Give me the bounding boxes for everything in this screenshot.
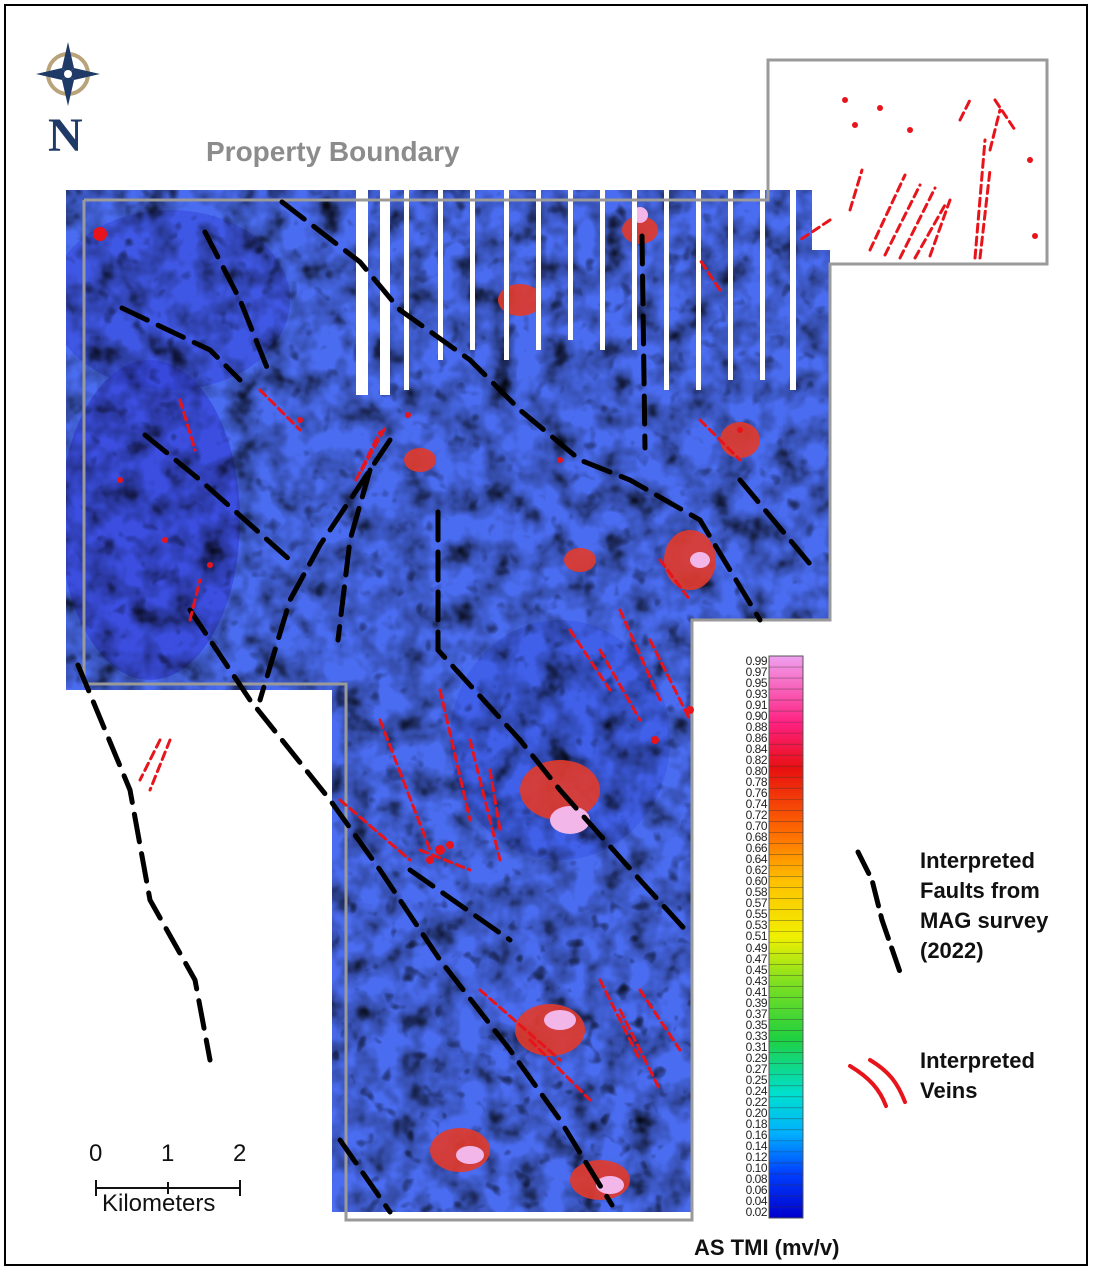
colorbar-tick-label: 0.53: [745, 918, 768, 933]
north-label: N: [48, 109, 83, 162]
vein-cluster: [848, 98, 1017, 260]
legend-vein-line: Veins: [920, 1078, 978, 1103]
colorbar-tick-label: 0.93: [745, 687, 768, 702]
legend-fault-label: Interpreted Faults from MAG survey (2022…: [920, 846, 1048, 966]
colorbar-tick-label: 0.27: [745, 1061, 768, 1076]
colorbar-tick-label: 0.08: [745, 1171, 768, 1186]
legend-vein-label: Interpreted Veins: [920, 1046, 1035, 1106]
fault-line: [202, 229, 273, 378]
fault-line: [279, 199, 763, 623]
colorbar-tick-label: 0.37: [745, 1006, 768, 1021]
colorbar-tick-label: 0.41: [745, 984, 768, 999]
colorbar-tick-label: 0.02: [745, 1204, 768, 1219]
colorbar-title: AS TMI (mv/v): [694, 1235, 840, 1260]
colorbar-tick-label: 0.90: [745, 709, 768, 724]
colorbar-tick-label: 0.12: [745, 1149, 768, 1164]
colorbar-tick-label: 0.78: [745, 775, 768, 790]
vein-legend-symbol: [848, 1058, 907, 1108]
colorbar-tick-label: 0.29: [745, 1050, 768, 1065]
colorbar-tick-label: 0.57: [745, 896, 768, 911]
fault-line: [407, 867, 513, 943]
colorbar-tick-label: 0.31: [745, 1039, 768, 1054]
legend-fault-line: Faults from: [920, 878, 1040, 903]
fault-line: [119, 305, 243, 383]
fault-line: [257, 437, 393, 703]
scale-tick-0: 0: [89, 1140, 103, 1167]
colorbar-tick-label: 0.60: [745, 874, 768, 889]
colorbar-tick-label: 0.72: [745, 808, 768, 823]
colorbar-tick-label: 0.45: [745, 962, 768, 977]
colorbar-tick-label: 0.33: [745, 1028, 768, 1043]
colorbar-tick-label: 0.55: [745, 907, 768, 922]
vein-cluster: [138, 218, 832, 1102]
colorbar-tick-label: 0.10: [745, 1160, 768, 1175]
colorbar-tick-label: 0.04: [745, 1193, 768, 1208]
colorbar-tick-label: 0.91: [745, 698, 768, 713]
colorbar-tick-label: 0.06: [745, 1182, 768, 1197]
fault-line: [142, 432, 293, 563]
fault-line: [337, 1137, 393, 1215]
colorbar-tick-label: 0.24: [745, 1083, 768, 1098]
interpreted-veins: [93, 97, 1038, 1102]
fault-line: [335, 467, 373, 643]
colorbar-tick-label: 0.95: [745, 676, 768, 691]
colorbar-tick-label: 0.82: [745, 753, 768, 768]
north-arrow-icon: [36, 42, 100, 106]
fault-line: [187, 607, 615, 1208]
colorbar-tick-label: 0.25: [745, 1072, 768, 1087]
fault-legend-symbol: [855, 849, 903, 975]
colorbar-tick-label: 0.74: [745, 797, 768, 812]
colorbar-tick-label: 0.39: [745, 995, 768, 1010]
colorbar-tick-label: 0.62: [745, 863, 768, 878]
property-boundary: [82, 58, 1049, 1222]
colorbar-tick-label: 0.51: [745, 929, 768, 944]
scale-bar: [95, 1180, 241, 1196]
vein-dots: [93, 97, 1038, 864]
colorbar-tick-label: 0.14: [745, 1138, 768, 1153]
legend-vein-line: Interpreted: [920, 1048, 1035, 1073]
property-boundary-label: Property Boundary: [206, 136, 460, 167]
colorbar-tick-label: 0.20: [745, 1105, 768, 1120]
anomaly-peaks: [456, 207, 710, 1194]
scale-tick-2: 2: [233, 1140, 247, 1167]
fault-line: [639, 233, 648, 451]
colorbar-tick-label: 0.99: [745, 654, 768, 668]
colorbar-tick-label: 0.49: [745, 940, 768, 955]
colorbar-tick-label: 0.76: [745, 786, 768, 801]
colorbar-tick-label: 0.22: [745, 1094, 768, 1109]
interpreted-faults: [75, 199, 818, 1215]
colorbar: [768, 655, 804, 1219]
colorbar-tick-label: 0.97: [745, 665, 768, 680]
colorbar-tick-label: 0.84: [745, 742, 768, 757]
colorbar-tick-label: 0.35: [745, 1017, 768, 1032]
scale-unit-label: Kilometers: [102, 1190, 216, 1217]
legend-fault-line: MAG survey: [920, 908, 1049, 933]
colorbar-tick-label: 0.64: [745, 852, 768, 867]
colorbar-tick-label: 0.86: [745, 731, 768, 746]
colorbar-tick-label: 0.58: [745, 885, 768, 900]
legend-fault-line: Interpreted: [920, 848, 1035, 873]
fault-line: [435, 509, 693, 938]
colorbar-tick-label: 0.47: [745, 951, 768, 966]
colorbar-tick-label: 0.18: [745, 1116, 768, 1131]
fault-line: [75, 662, 213, 1063]
legend-fault-line: (2022): [920, 938, 984, 963]
scale-tick-1: 1: [161, 1140, 175, 1167]
colorbar-tick-label: 0.66: [745, 841, 768, 856]
colorbar-tick-label: 0.88: [745, 720, 768, 735]
colorbar-tick-label: 0.70: [745, 819, 768, 834]
fault-line: [737, 477, 818, 573]
colorbar-tick-label: 0.80: [745, 764, 768, 779]
colorbar-tick-label: 0.68: [745, 830, 768, 845]
colorbar-tick-label: 0.16: [745, 1127, 768, 1142]
colorbar-tick-label: 0.43: [745, 973, 768, 988]
